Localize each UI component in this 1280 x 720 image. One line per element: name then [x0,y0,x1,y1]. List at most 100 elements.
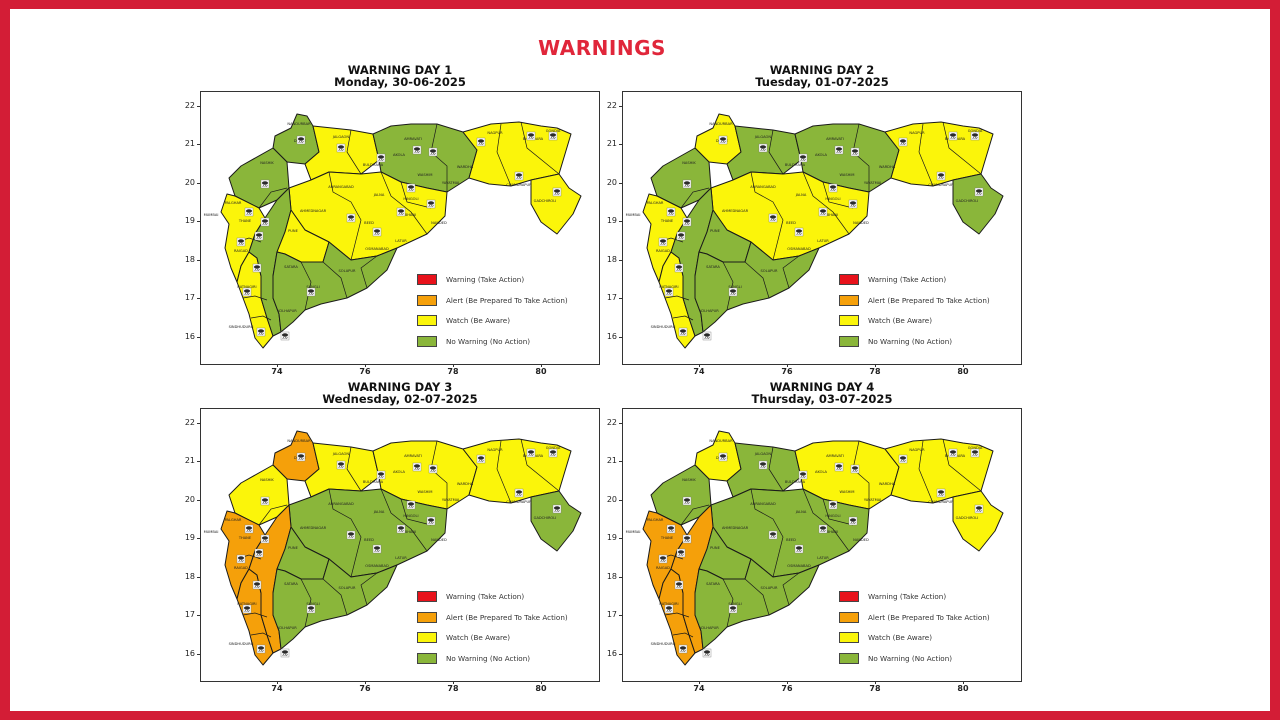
weather-icon [548,448,558,458]
x-tick-label: 78 [447,684,459,693]
weather-icon [676,231,686,241]
rain-icon [836,467,842,471]
district-label: GONDIA [968,129,983,133]
legend-label: No Warning (No Action) [868,653,953,663]
rain-icon [660,559,666,563]
district-label: KOLHAPUR [699,626,719,630]
panel-title: WARNING DAY 4 Thursday, 03-07-2025 [622,381,1022,405]
cloud-icon [836,147,842,151]
y-tick-mark [619,298,623,299]
district-border [346,446,362,492]
district-label: SOLAPUR [339,586,356,590]
district-label: SINDHUDURG [229,325,254,329]
x-tick-label: 76 [359,367,371,376]
weather-icon [476,454,486,464]
cloud-icon [238,239,244,243]
rain-icon [238,242,244,246]
cloud-icon [378,155,384,159]
rain-icon [668,212,674,216]
weather-icon [728,604,738,614]
rain-icon [680,649,686,653]
district-label: RAIGAD [656,566,670,570]
district-label: RATNAGIRI [659,602,678,606]
rain-icon [262,184,268,188]
rain-icon [830,188,836,192]
weather-icon [428,147,438,157]
y-tick-mark [197,298,201,299]
panel-title: WARNING DAY 1 Monday, 30-06-2025 [200,64,600,88]
y-tick-label: 19 [184,216,195,225]
district-border [822,498,854,526]
rain-icon [704,336,710,340]
legend-item: Watch (Be Aware) [839,632,1019,644]
x-tick-label: 74 [693,684,705,693]
weather-icon [236,554,246,564]
district-border [822,181,854,209]
legend-item: Alert (Be Prepared To Take Action) [417,611,597,624]
cloud-icon [684,181,690,185]
cloud-icon [308,606,314,610]
weather-icon [682,217,692,227]
legend-item: Watch (Be Aware) [839,315,1019,327]
cloud-icon [528,450,534,454]
x-tick-label: 80 [535,684,547,693]
rain-icon [550,453,556,457]
district-label: AHMEDNAGAR [722,526,749,530]
legend-label: Alert (Be Prepared To Take Action) [868,612,990,622]
district-border [664,612,690,618]
district-label: SANGLI [306,602,319,606]
rain-icon [262,539,268,543]
district-border [300,261,312,311]
cloud-icon [684,219,690,223]
legend-swatch [417,611,437,623]
cloud-icon [770,215,776,219]
district-label: JALGAON [754,135,771,139]
cloud-icon [676,582,682,586]
weather-icon [406,183,416,193]
district-label: PARBHANI [820,530,838,534]
cloud-icon [246,526,252,530]
region-vidarbha-east [884,438,994,504]
cloud-icon [262,181,268,185]
district-label: HINGOLI [825,197,840,201]
cloud-icon [684,498,690,502]
district-border [258,504,288,526]
district-label: RATNAGIRI [237,602,256,606]
weather-icon [548,131,558,141]
district-label: NANDED [853,221,869,225]
y-tick-label: 19 [606,216,617,225]
weather-icon [372,544,382,554]
cloud-icon [258,329,264,333]
cloud-icon [374,229,380,233]
weather-icon [336,460,346,470]
legend-label: Warning (Take Action) [868,592,947,601]
rain-icon [820,212,826,216]
legend-item: Watch (Be Aware) [417,632,597,644]
district-label: CHANDRAPUR [928,500,954,504]
y-tick-label: 16 [606,649,617,658]
legend-label: No Warning (No Action) [868,336,953,346]
rain-icon [666,609,672,613]
rain-icon [348,535,354,539]
cloud-icon [430,149,436,153]
y-tick-mark [619,337,623,338]
weather-icon [426,516,436,526]
weather-icon [244,207,254,217]
panel-title: WARNING DAY 2 Tuesday, 01-07-2025 [622,64,1022,88]
legend-label: Alert (Be Prepared To Take Action) [446,612,568,622]
district-label: NANDURBAR [709,122,733,126]
x-tick-mark [277,364,278,367]
x-tick-mark [699,681,700,684]
district-label: AURANGABAD [750,502,776,506]
legend-item: Alert (Be Prepared To Take Action) [839,611,1019,624]
region-gadchiroli [530,490,582,552]
weather-icon [848,516,858,526]
weather-icon [718,135,728,145]
district-label: OSMANABAD [787,247,811,251]
district-label: CHANDRAPUR [506,500,532,504]
rain-icon [720,140,726,144]
weather-icon [898,137,908,147]
cloud-icon [516,490,522,494]
district-label: SINDHUDURG [229,642,254,646]
district-border [918,440,934,504]
